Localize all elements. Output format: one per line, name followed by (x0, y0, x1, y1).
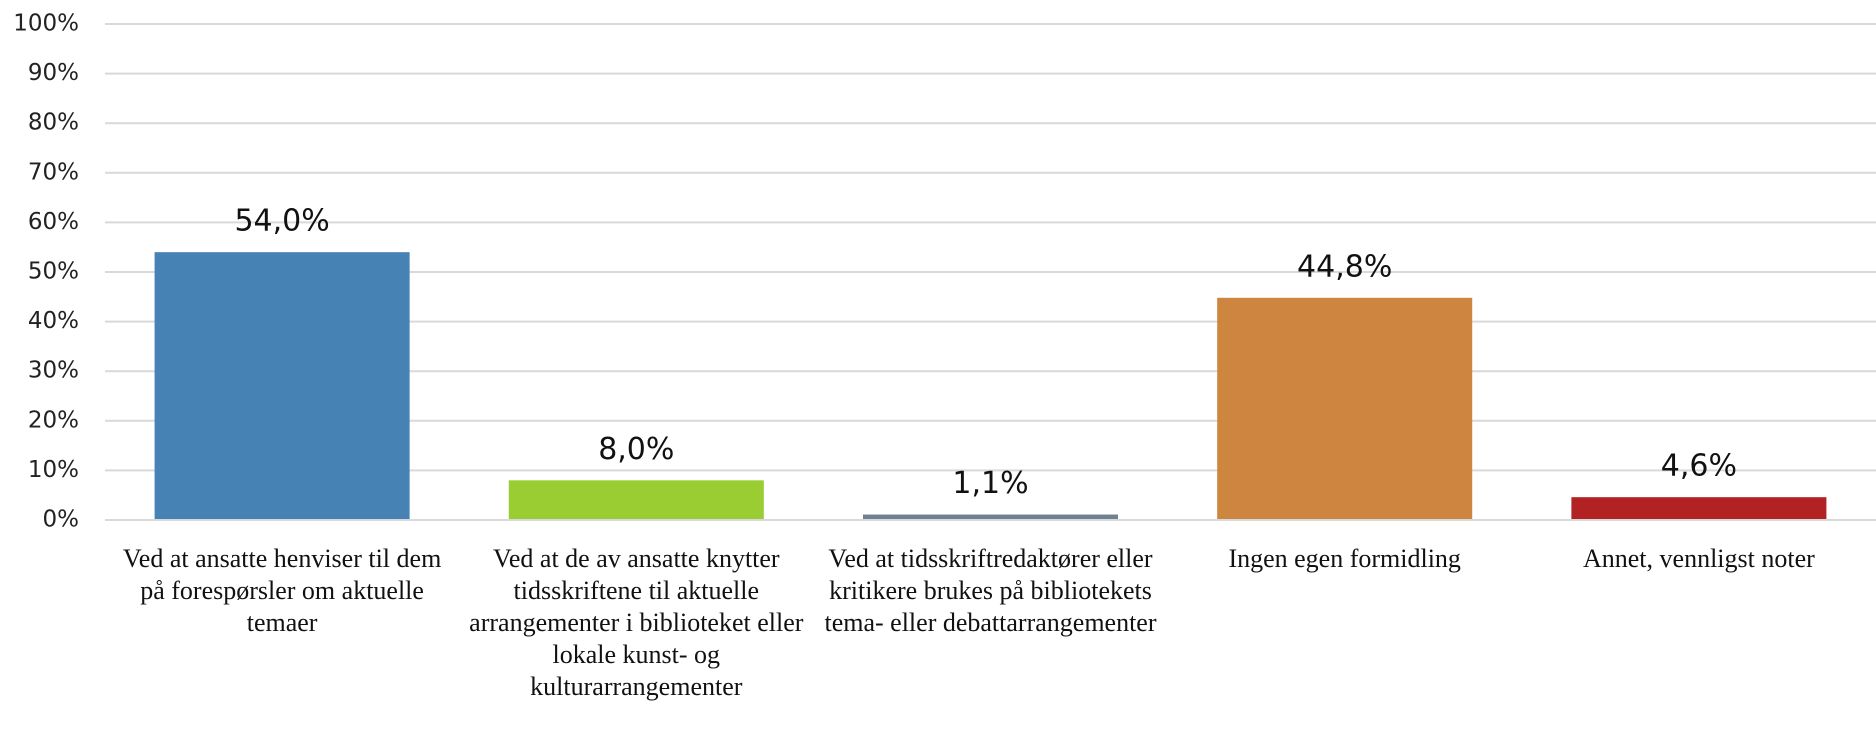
x-tick-label: Ved at de av ansatte knytter tidsskrifte… (469, 544, 804, 701)
y-tick-label: 0% (43, 507, 80, 533)
y-tick-label: 90% (28, 60, 79, 86)
data-label: 4,6% (1661, 449, 1737, 484)
x-tick-label: Annet, vennligst noter (1582, 544, 1815, 573)
y-tick-label: 70% (28, 159, 79, 185)
data-label: 44,8% (1297, 249, 1392, 284)
x-tick-label: Ingen egen formidling (1228, 544, 1461, 573)
y-tick-label: 40% (28, 308, 79, 334)
x-tick-label: Ved at tidsskriftredaktører eller kritik… (824, 544, 1157, 637)
y-tick-label: 60% (28, 209, 79, 235)
bar (508, 480, 764, 520)
y-tick-label: 100% (13, 11, 79, 37)
data-label: 1,1% (952, 466, 1028, 501)
y-tick-label: 50% (28, 259, 79, 285)
y-tick-label: 10% (28, 457, 79, 483)
y-tick-label: 20% (28, 407, 79, 433)
y-tick-label: 30% (28, 358, 79, 384)
y-tick-label: 80% (28, 110, 79, 136)
x-tick-label: Ved at ansatte henviser til dem på fores… (122, 544, 442, 637)
bar (1217, 297, 1473, 520)
data-label: 8,0% (598, 432, 674, 467)
bar (862, 514, 1119, 520)
data-label: 54,0% (234, 204, 329, 239)
bar (1571, 497, 1827, 520)
bar (154, 252, 410, 520)
